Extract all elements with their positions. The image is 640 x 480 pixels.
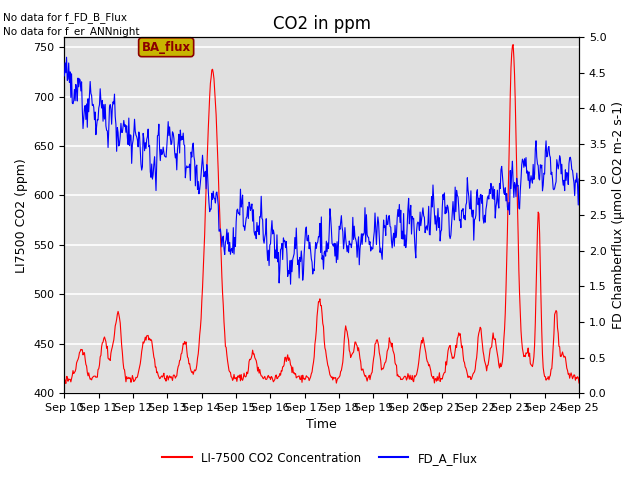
Y-axis label: FD Chamberflux (μmol CO2 m-2 s-1): FD Chamberflux (μmol CO2 m-2 s-1) [612,101,625,329]
Legend: LI-7500 CO2 Concentration, FD_A_Flux: LI-7500 CO2 Concentration, FD_A_Flux [157,447,483,469]
Text: No data for f_FD_B_Flux: No data for f_FD_B_Flux [3,12,127,23]
Y-axis label: LI7500 CO2 (ppm): LI7500 CO2 (ppm) [15,158,28,273]
Text: No data for f_er_ANNnight: No data for f_er_ANNnight [3,26,140,37]
X-axis label: Time: Time [307,419,337,432]
Text: BA_flux: BA_flux [141,41,191,54]
Title: CO2 in ppm: CO2 in ppm [273,15,371,33]
